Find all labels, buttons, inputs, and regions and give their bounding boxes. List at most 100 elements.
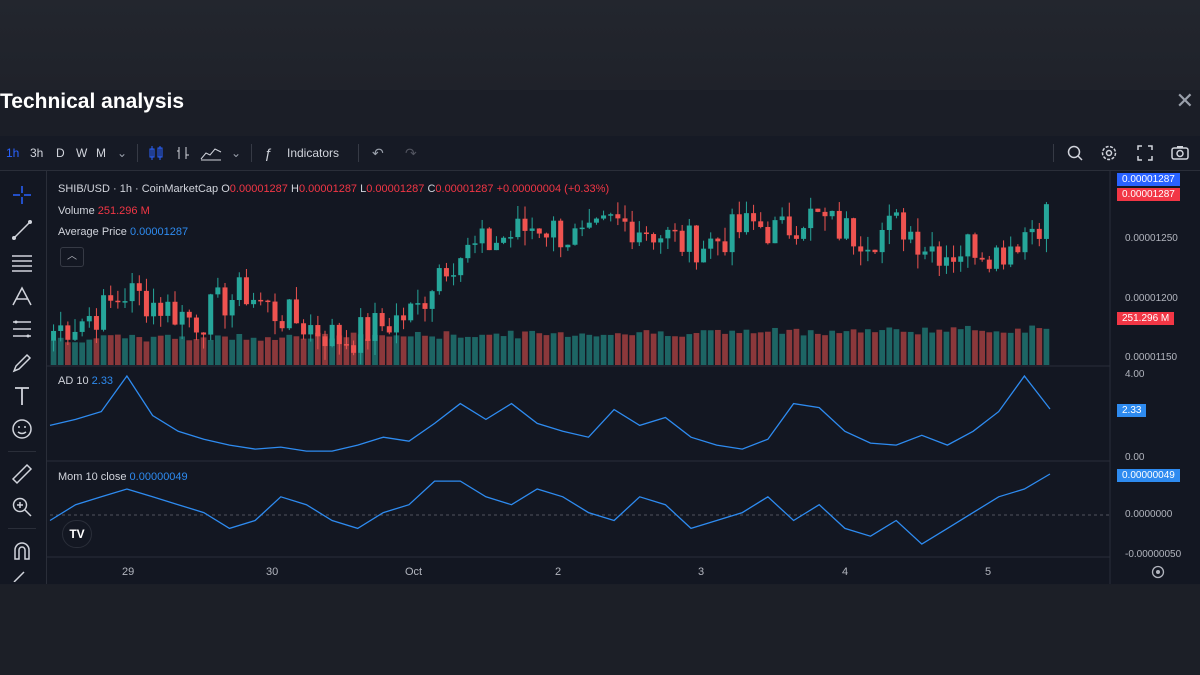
volume-bar <box>293 336 300 365</box>
candle <box>936 246 942 266</box>
area-chart-icon[interactable] <box>200 145 222 161</box>
trend-line-icon[interactable] <box>10 218 34 242</box>
undo-icon[interactable]: ↶ <box>372 145 384 161</box>
settings-icon[interactable] <box>1150 564 1166 580</box>
avg-price-value: 0.00001287 <box>129 226 189 238</box>
toolbar-divider <box>251 144 252 162</box>
volume-tag: 251.296 M <box>1117 312 1175 325</box>
compare-icon[interactable] <box>175 145 191 161</box>
candle <box>501 237 507 243</box>
candle <box>636 232 642 243</box>
volume-bar <box>265 337 271 365</box>
volume-bar <box>393 335 400 365</box>
volume-bar <box>207 339 214 365</box>
volume-bar <box>636 332 643 365</box>
toolbar-divider <box>137 144 138 162</box>
volume-bar <box>493 333 500 365</box>
volume-bar <box>157 335 164 365</box>
pitchfork-icon[interactable] <box>10 284 34 308</box>
candle <box>765 226 771 244</box>
candle <box>643 232 649 235</box>
interval-3h[interactable]: 3h <box>30 146 44 160</box>
magnet-icon[interactable] <box>10 539 34 563</box>
candle <box>922 251 928 255</box>
volume-bar <box>765 331 771 365</box>
volume-bar <box>800 335 807 365</box>
fullscreen-icon[interactable] <box>1136 144 1154 162</box>
candle <box>251 299 257 305</box>
volume-bar <box>100 335 107 365</box>
ad-tick: 0.00 <box>1125 452 1145 463</box>
candle <box>801 228 807 239</box>
volume-bar <box>729 330 735 365</box>
candle <box>529 228 535 231</box>
candle <box>672 229 678 232</box>
candle <box>122 301 128 303</box>
brush-icon[interactable] <box>10 351 34 375</box>
redo-icon[interactable]: ↷ <box>405 145 417 161</box>
fib-tool-icon[interactable] <box>10 317 34 341</box>
mom-current-tag: 0.00000049 <box>1117 469 1180 482</box>
crosshair-icon[interactable] <box>10 183 34 207</box>
volume-bar <box>465 336 471 365</box>
volume-bar <box>115 334 121 365</box>
candle <box>136 283 142 291</box>
volume-bar <box>879 330 885 365</box>
candle <box>543 233 549 238</box>
candle <box>558 220 564 248</box>
candle <box>915 231 921 255</box>
candles-icon[interactable] <box>148 145 164 161</box>
candle <box>993 247 999 269</box>
candle <box>151 302 157 317</box>
text-icon[interactable] <box>10 384 34 408</box>
candle <box>143 290 149 317</box>
zoom-in-icon[interactable] <box>10 495 34 519</box>
volume-bar <box>843 331 850 365</box>
volume-bar <box>215 335 221 365</box>
volume-bar <box>572 335 578 365</box>
settings-icon[interactable] <box>1100 144 1118 162</box>
volume-bar <box>1029 325 1035 365</box>
candle <box>58 325 64 331</box>
volume-bar <box>565 336 571 365</box>
indicators-button[interactable]: Indicators <box>287 146 340 160</box>
ad-current-tag: 2.33 <box>1117 404 1147 417</box>
interval-1h[interactable]: 1h <box>6 146 20 160</box>
last-price-tag: 0.00001287 <box>1117 173 1180 186</box>
collapse-legend-button[interactable]: ︿ <box>60 247 84 267</box>
candle <box>622 218 628 222</box>
horizontal-lines-icon[interactable] <box>10 251 34 275</box>
chevron-down-icon[interactable]: ⌄ <box>117 146 128 160</box>
candle <box>986 259 992 269</box>
smiley-icon[interactable] <box>10 417 34 441</box>
interval-m[interactable]: M <box>96 146 106 160</box>
volume-bar <box>386 336 393 365</box>
volume-bar <box>150 336 157 365</box>
volume-bar <box>750 333 757 365</box>
close-icon[interactable]: ✕ <box>1175 88 1194 113</box>
chevron-down-icon[interactable]: ⌄ <box>231 146 242 160</box>
volume-bar <box>615 333 621 365</box>
volume-bar <box>722 333 728 365</box>
candle <box>493 242 499 251</box>
pencil-icon[interactable] <box>10 568 34 582</box>
candle <box>443 268 449 277</box>
volume-bar <box>543 335 550 365</box>
volume-bar <box>715 329 721 365</box>
interval-w[interactable]: W <box>76 146 88 160</box>
volume-bar <box>186 340 193 365</box>
interval-d[interactable]: D <box>56 146 65 160</box>
candle <box>386 326 392 333</box>
volume-bar <box>422 335 428 365</box>
price-tick: 0.00001200 <box>1125 293 1178 304</box>
candle <box>465 244 471 259</box>
volume-bar <box>79 342 85 365</box>
candle <box>108 295 114 301</box>
quick-search-icon[interactable] <box>1066 144 1084 162</box>
candle <box>201 332 207 335</box>
symbol-label[interactable]: SHIB/USD · 1h · CoinMarketCap <box>58 183 219 195</box>
indicators-icon[interactable]: ƒ <box>264 145 272 161</box>
ruler-icon[interactable] <box>10 462 34 486</box>
camera-icon[interactable] <box>1170 144 1190 162</box>
